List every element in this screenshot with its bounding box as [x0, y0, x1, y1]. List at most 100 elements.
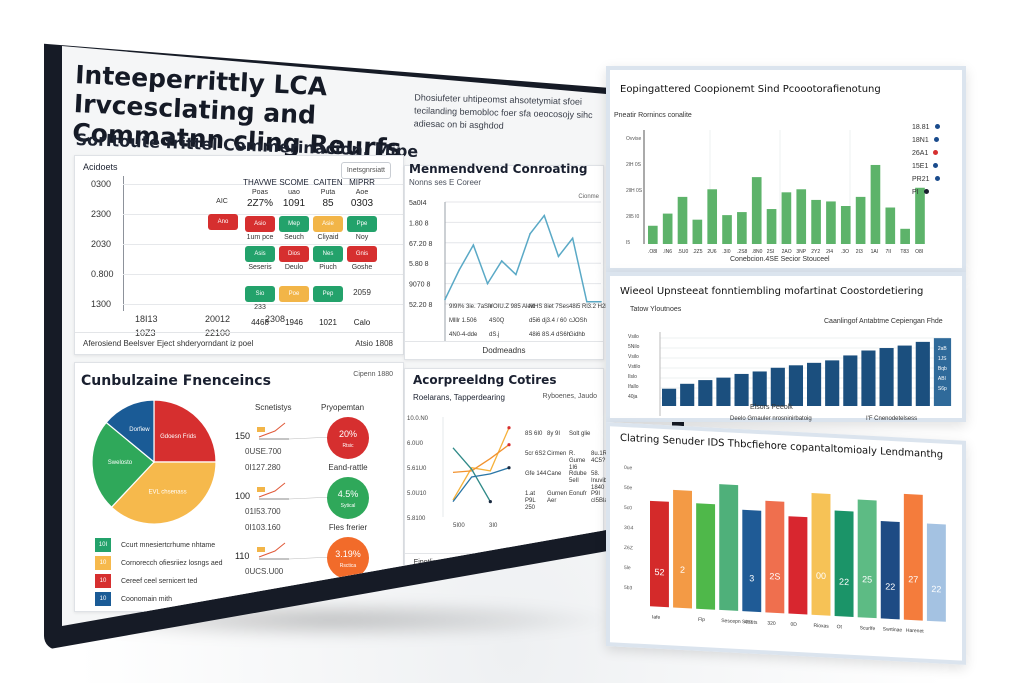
- card-mid-footer-right: I'F Cnenodetelsess: [866, 416, 918, 422]
- heatmap-cell: Asis: [245, 246, 275, 262]
- heatmap-y-tick: 0.800: [91, 269, 114, 279]
- multiline-grid-cell: Cirmen: [547, 451, 567, 457]
- card-mid-subtitle: Tatow Yloutnoes: [630, 306, 682, 313]
- heatmap-cell: Ppe: [347, 216, 377, 232]
- card-top-legend-item: PI: [912, 189, 929, 196]
- legend-swatch: 10I: [95, 538, 111, 552]
- pie-slice: [110, 461, 217, 525]
- sparkline-header: Scnetistys: [255, 403, 292, 412]
- legend-label: PR21: [912, 176, 930, 183]
- card-bottom-bar: [903, 493, 923, 621]
- heatmap-panel: Inetsgnrsiatt Acidoets 0300 2300 2030 0.800…: [74, 155, 404, 355]
- card-top-bar: [751, 177, 762, 244]
- card-top-x-tick: 7II: [885, 249, 891, 255]
- sparkline: [257, 542, 334, 560]
- card-top-x-tick: .5U0: [678, 249, 689, 255]
- legend-swatch: 10: [95, 574, 111, 588]
- line-chart-subtitle: Nonns ses E Coreer: [409, 178, 482, 187]
- card-top-bar: [826, 201, 836, 244]
- line-table-cell: YOIU.Z 985 Aleid: [489, 304, 536, 310]
- line-table-cell: dS.j: [489, 332, 500, 338]
- sparkline-marker: [257, 487, 265, 492]
- line-chart-point: [543, 214, 546, 217]
- heatmap-column-header: THAVWE: [243, 178, 277, 187]
- pie-slice: [105, 399, 155, 464]
- line-chart-series: [444, 214, 601, 303]
- multiline-grid-cell: Solt glie: [569, 431, 591, 437]
- sparkline: [257, 482, 334, 500]
- card-mid-bar: [843, 355, 858, 406]
- proportion-label: Fles frerier: [328, 523, 368, 532]
- heatmap-y-tick: 1300: [91, 299, 112, 309]
- card-bottom-bar-label: 25: [862, 574, 872, 585]
- page-description: Dhosiufeter uhtipeomst ahsotetymiat sfoe…: [413, 92, 593, 131]
- bar-chart-card-middle: Wieeol Upnsteeat fonntiembling mofartina…: [606, 272, 966, 422]
- card-mid-y-tick: Vsilo: [628, 354, 639, 360]
- card-top-x-tick: .2Z5: [693, 249, 703, 255]
- multiline-y-tick: 5.8100: [407, 516, 426, 522]
- heatmap-gridline: [123, 244, 403, 245]
- card-bottom-bar-label: 22: [931, 584, 941, 595]
- heatmap-cell-caption: Deulo: [284, 264, 304, 271]
- line-chart-point: [600, 300, 602, 303]
- heatmap-column-value: 0303: [350, 198, 374, 209]
- pie-slice: [91, 421, 155, 509]
- card-mid-footer-left: Deelo Grnauler nrosninirbatoig: [730, 416, 812, 422]
- line-table-cell: 9I9I% 3ie. 7aSle: [449, 304, 493, 310]
- card-bottom-y-tick: Z6Z: [624, 545, 633, 551]
- sparkline-value: 100: [235, 491, 251, 501]
- sparkline-value: 150: [235, 431, 251, 441]
- line-chart-y-tick: 1.80 8: [409, 220, 429, 227]
- multiline-grid-cell: R. Gume 1I6: [569, 451, 586, 471]
- line-chart-right-tag: Cionme: [578, 194, 599, 200]
- card-mid-bar: [788, 365, 804, 406]
- sparkline-sub: 0I103.160: [245, 523, 281, 532]
- line-table-cell: MHS 8iet 7Ses: [529, 304, 570, 310]
- card-bottom-x-tick: Sescepn Sosuts: [721, 618, 758, 626]
- heatmap-filter-button[interactable]: Inetsgnrsiatt: [340, 162, 391, 179]
- line-chart-point: [472, 244, 475, 246]
- multiline-y-tick: 5.61U0: [407, 466, 427, 472]
- multiline-grid-cell: 58. Inuviber 1840: [591, 471, 613, 491]
- card-bottom-x-tick: 0D: [790, 622, 797, 628]
- card-mid-x-label: Elsors Peeolk: [750, 404, 793, 411]
- line-table-cell: Mlllr 1.506: [449, 318, 477, 324]
- card-mid-bar: [698, 380, 713, 406]
- pie-slice-label: Dorfiew: [129, 427, 150, 433]
- card-bottom-bar-label: 2S: [769, 571, 780, 582]
- multiline-grid-cell: 8S 6I0: [525, 431, 543, 437]
- card-mid-bar: [933, 338, 952, 406]
- sparkline-sub: 0USE.700: [245, 447, 282, 456]
- card-bottom-x-tick: Swrtinae: [883, 627, 903, 634]
- multiline-endpoint: [507, 466, 511, 470]
- heatmap-column-sub: Aoe: [355, 189, 369, 196]
- line-chart-point: [557, 255, 560, 258]
- card-bottom-y-tick: 50e: [624, 485, 633, 491]
- card-mid-bar: [770, 367, 785, 406]
- legend-label: Cornorecch ofiesriiez losngs aed: [121, 559, 223, 567]
- card-top-x-tick: 2I3: [856, 249, 863, 255]
- card-mid-y-tick: 5Nilo: [628, 344, 640, 350]
- heatmap-column-value: 1091: [282, 198, 306, 209]
- multiline-grid-cell: Gurnen Aer: [547, 491, 568, 504]
- multiline-grid-cell: 8u.1R 4C5?: [591, 451, 608, 464]
- line-chart-point: [571, 237, 574, 240]
- card-top-bar: [840, 206, 851, 244]
- heatmap-cell: Gnis: [347, 246, 377, 262]
- card-bottom-y-tick: 5le: [624, 565, 631, 571]
- card-mid-bar: [879, 348, 894, 406]
- card-mid-bar: [897, 345, 912, 406]
- card-top-bar: [737, 212, 747, 244]
- heatmap-y-tick: 0300: [91, 179, 112, 189]
- card-mid-bar: [734, 373, 749, 406]
- card-top-bar: [648, 225, 658, 244]
- card-mid-bar: [807, 362, 822, 406]
- sparkline-line: [258, 482, 286, 498]
- proportion-circle: 3.19% Rsctica: [327, 537, 369, 579]
- card-mid-bar: [915, 341, 930, 406]
- card-top-x-tick: .8N0: [752, 249, 763, 255]
- line-chart-point: [486, 282, 489, 285]
- proportion-circle-sub: Sytical: [340, 503, 356, 509]
- card-mid-y-tick: Vstilo: [628, 364, 640, 370]
